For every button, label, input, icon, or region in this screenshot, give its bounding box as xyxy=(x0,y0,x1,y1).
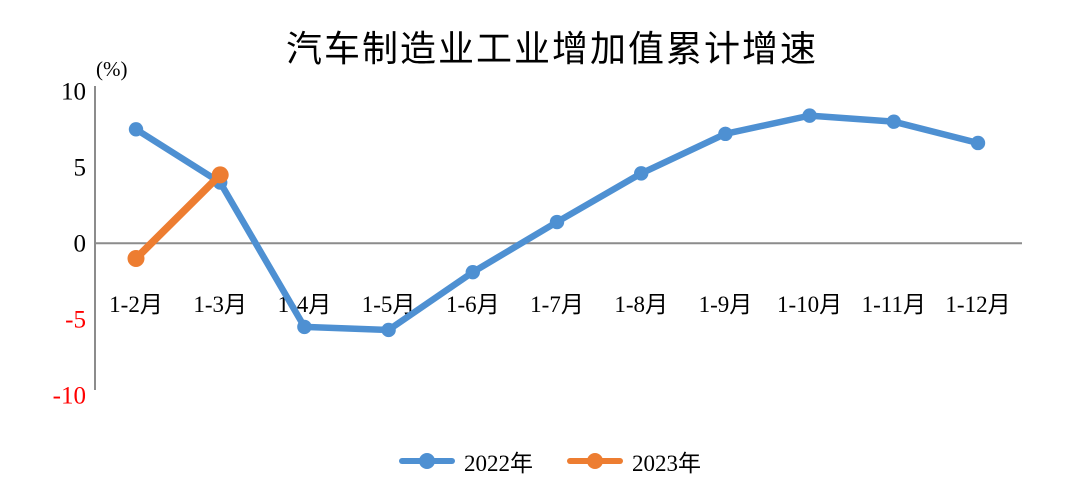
data-point-marker xyxy=(381,322,396,338)
data-point-marker xyxy=(718,126,733,142)
legend-marker-dot-icon xyxy=(587,453,603,469)
data-point-marker xyxy=(802,108,817,123)
data-point-marker xyxy=(886,114,901,129)
x-axis-label: 1-10月 xyxy=(777,292,842,317)
legend-item: 2023年 xyxy=(567,444,701,478)
data-point-marker xyxy=(211,166,229,184)
y-axis-tick: 0 xyxy=(74,230,87,257)
x-axis-label: 1-8月 xyxy=(614,292,668,317)
x-axis-label: 1-6月 xyxy=(446,292,500,317)
x-axis-label: 1-9月 xyxy=(699,292,753,317)
x-axis-label: 1-12月 xyxy=(945,292,1010,317)
y-axis-tick: 5 xyxy=(74,154,87,181)
data-point-marker xyxy=(297,319,312,335)
legend-line-sample xyxy=(399,452,455,470)
data-point-marker xyxy=(127,250,145,267)
data-point-marker xyxy=(465,264,480,280)
y-axis-tick: -5 xyxy=(65,306,86,333)
legend-label: 2022年 xyxy=(464,451,533,476)
x-axis-label: 1-2月 xyxy=(109,292,163,317)
series-line xyxy=(132,171,224,263)
legend-label: 2023年 xyxy=(632,451,701,476)
y-axis-tick: -10 xyxy=(53,382,86,409)
x-axis-label: 1-11月 xyxy=(862,292,926,317)
legend-line-sample xyxy=(567,452,623,470)
chart-legend: 2022年 2023年 xyxy=(10,444,1080,478)
legend-marker-dot-icon xyxy=(419,453,435,469)
x-axis-label: 1-3月 xyxy=(193,292,247,317)
x-axis-label: 1-7月 xyxy=(530,292,584,317)
data-point-marker xyxy=(128,122,144,137)
y-axis-unit-label: (%) xyxy=(96,57,128,81)
y-axis-tick: 10 xyxy=(61,78,86,105)
chart-title: 汽车制造业工业增加值累计增速 xyxy=(285,29,818,69)
legend-item: 2022年 xyxy=(399,444,533,478)
x-axis-label: 1-5月 xyxy=(362,292,416,317)
data-point-marker xyxy=(970,135,986,151)
data-point-marker xyxy=(549,214,565,230)
data-point-marker xyxy=(634,166,649,181)
